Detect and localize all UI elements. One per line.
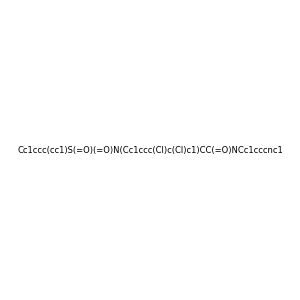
Text: Cc1ccc(cc1)S(=O)(=O)N(Cc1ccc(Cl)c(Cl)c1)CC(=O)NCc1cccnc1: Cc1ccc(cc1)S(=O)(=O)N(Cc1ccc(Cl)c(Cl)c1)… (17, 146, 283, 154)
